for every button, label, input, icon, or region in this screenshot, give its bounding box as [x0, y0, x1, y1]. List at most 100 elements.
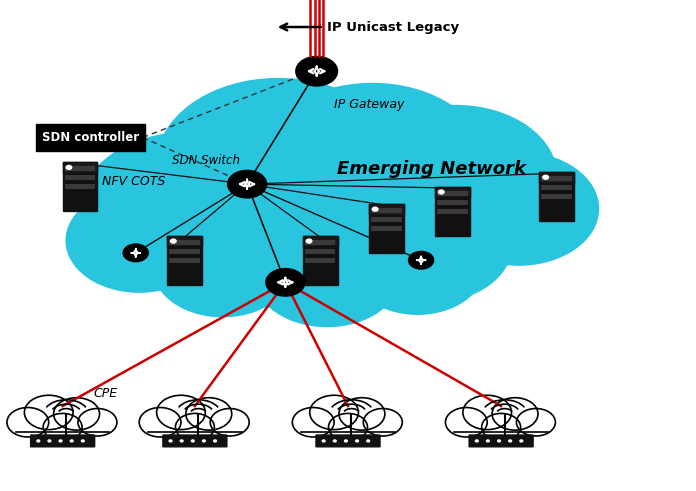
- Circle shape: [372, 207, 378, 211]
- FancyBboxPatch shape: [305, 249, 335, 254]
- Circle shape: [80, 133, 296, 285]
- Circle shape: [175, 413, 214, 441]
- FancyBboxPatch shape: [435, 187, 470, 236]
- Circle shape: [157, 395, 205, 430]
- Text: CPE: CPE: [94, 387, 118, 400]
- Text: NFV COTS: NFV COTS: [102, 175, 166, 188]
- Circle shape: [157, 79, 400, 250]
- Circle shape: [355, 106, 557, 248]
- Text: IP Unicast Legacy: IP Unicast Legacy: [327, 21, 459, 33]
- Circle shape: [171, 174, 358, 307]
- Circle shape: [292, 408, 334, 437]
- Circle shape: [356, 440, 358, 442]
- Circle shape: [487, 440, 489, 442]
- Circle shape: [339, 398, 385, 430]
- Circle shape: [37, 440, 40, 442]
- FancyBboxPatch shape: [437, 200, 468, 205]
- FancyBboxPatch shape: [371, 217, 402, 222]
- Circle shape: [363, 409, 402, 436]
- Circle shape: [438, 190, 444, 194]
- Circle shape: [24, 395, 73, 430]
- Circle shape: [498, 440, 500, 442]
- FancyBboxPatch shape: [65, 175, 95, 180]
- Circle shape: [66, 189, 212, 292]
- Circle shape: [171, 239, 176, 243]
- Circle shape: [169, 440, 172, 442]
- Circle shape: [296, 56, 338, 86]
- Circle shape: [509, 440, 512, 442]
- Circle shape: [463, 395, 512, 430]
- Text: Emerging Network: Emerging Network: [337, 161, 526, 178]
- Circle shape: [258, 83, 487, 246]
- FancyBboxPatch shape: [539, 172, 574, 183]
- Circle shape: [409, 251, 434, 269]
- Circle shape: [367, 440, 370, 442]
- Circle shape: [445, 408, 487, 437]
- Circle shape: [543, 175, 548, 179]
- FancyBboxPatch shape: [437, 191, 468, 196]
- FancyBboxPatch shape: [541, 176, 572, 181]
- FancyBboxPatch shape: [305, 258, 335, 263]
- FancyBboxPatch shape: [63, 162, 97, 211]
- Circle shape: [43, 413, 82, 441]
- Circle shape: [186, 398, 232, 430]
- Circle shape: [153, 218, 292, 317]
- FancyBboxPatch shape: [541, 185, 572, 190]
- Text: SDN controller: SDN controller: [42, 131, 139, 144]
- Circle shape: [475, 440, 478, 442]
- Circle shape: [254, 223, 400, 327]
- Circle shape: [228, 170, 267, 198]
- Circle shape: [139, 408, 181, 437]
- Circle shape: [7, 408, 49, 437]
- FancyBboxPatch shape: [148, 418, 242, 432]
- Circle shape: [81, 440, 84, 442]
- Circle shape: [329, 413, 367, 441]
- Circle shape: [191, 440, 194, 442]
- Circle shape: [482, 413, 521, 441]
- Circle shape: [438, 152, 599, 265]
- Circle shape: [322, 440, 325, 442]
- Circle shape: [66, 165, 72, 169]
- Text: SDN Switch: SDN Switch: [172, 154, 240, 167]
- FancyBboxPatch shape: [65, 184, 95, 189]
- FancyBboxPatch shape: [167, 236, 202, 285]
- Text: IP Gateway: IP Gateway: [334, 98, 404, 111]
- Circle shape: [520, 440, 523, 442]
- FancyBboxPatch shape: [369, 204, 404, 215]
- Circle shape: [54, 398, 100, 430]
- Circle shape: [214, 440, 216, 442]
- Circle shape: [333, 440, 336, 442]
- Circle shape: [351, 189, 512, 302]
- Circle shape: [240, 157, 456, 309]
- Circle shape: [266, 269, 305, 296]
- FancyBboxPatch shape: [163, 435, 227, 447]
- Circle shape: [59, 440, 62, 442]
- Circle shape: [70, 440, 73, 442]
- FancyBboxPatch shape: [305, 240, 335, 245]
- Circle shape: [516, 409, 555, 436]
- Circle shape: [306, 239, 312, 243]
- FancyBboxPatch shape: [301, 418, 395, 432]
- FancyBboxPatch shape: [539, 172, 574, 221]
- Circle shape: [203, 440, 205, 442]
- FancyBboxPatch shape: [469, 435, 533, 447]
- Circle shape: [310, 395, 358, 430]
- FancyBboxPatch shape: [31, 435, 95, 447]
- Circle shape: [351, 221, 484, 314]
- FancyBboxPatch shape: [437, 209, 468, 214]
- FancyBboxPatch shape: [169, 258, 200, 263]
- FancyBboxPatch shape: [316, 435, 380, 447]
- FancyBboxPatch shape: [63, 162, 97, 173]
- FancyBboxPatch shape: [369, 204, 404, 253]
- FancyBboxPatch shape: [65, 166, 95, 171]
- FancyBboxPatch shape: [169, 249, 200, 254]
- FancyBboxPatch shape: [303, 236, 338, 246]
- FancyBboxPatch shape: [303, 236, 338, 285]
- Circle shape: [492, 398, 538, 430]
- FancyBboxPatch shape: [371, 208, 402, 213]
- FancyBboxPatch shape: [371, 226, 402, 231]
- FancyBboxPatch shape: [36, 124, 145, 151]
- FancyBboxPatch shape: [16, 418, 109, 432]
- Circle shape: [78, 409, 117, 436]
- FancyBboxPatch shape: [454, 418, 548, 432]
